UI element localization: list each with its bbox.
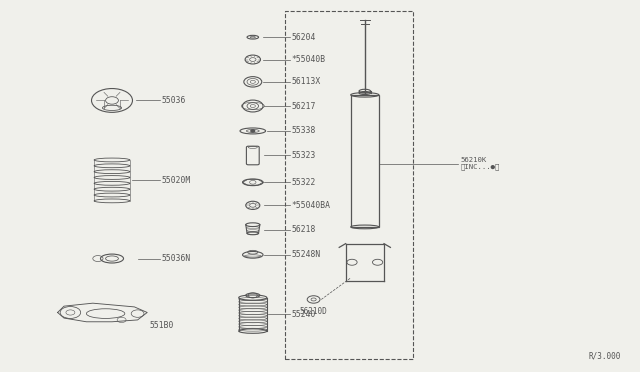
- Text: 56210K
〈INC...●〉: 56210K 〈INC...●〉: [461, 157, 500, 170]
- Text: 56217: 56217: [291, 102, 316, 110]
- Text: 56218: 56218: [291, 225, 316, 234]
- Text: 55338: 55338: [291, 126, 316, 135]
- Text: 56113X: 56113X: [291, 77, 321, 86]
- Text: 55240: 55240: [291, 310, 316, 319]
- Text: 55322: 55322: [291, 178, 316, 187]
- Circle shape: [251, 130, 255, 132]
- Text: *55040BA: *55040BA: [291, 201, 330, 210]
- Text: 55036N: 55036N: [162, 254, 191, 263]
- Text: 56204: 56204: [291, 33, 316, 42]
- Text: 55248N: 55248N: [291, 250, 321, 259]
- Text: R/3.000: R/3.000: [588, 352, 621, 361]
- Text: 551B0: 551B0: [149, 321, 173, 330]
- Bar: [351, 95, 379, 227]
- Text: 55036: 55036: [162, 96, 186, 105]
- Text: *55040B: *55040B: [291, 55, 325, 64]
- Text: 55020M: 55020M: [162, 176, 191, 185]
- Text: 55323: 55323: [291, 151, 316, 160]
- Text: 56210D: 56210D: [300, 307, 328, 316]
